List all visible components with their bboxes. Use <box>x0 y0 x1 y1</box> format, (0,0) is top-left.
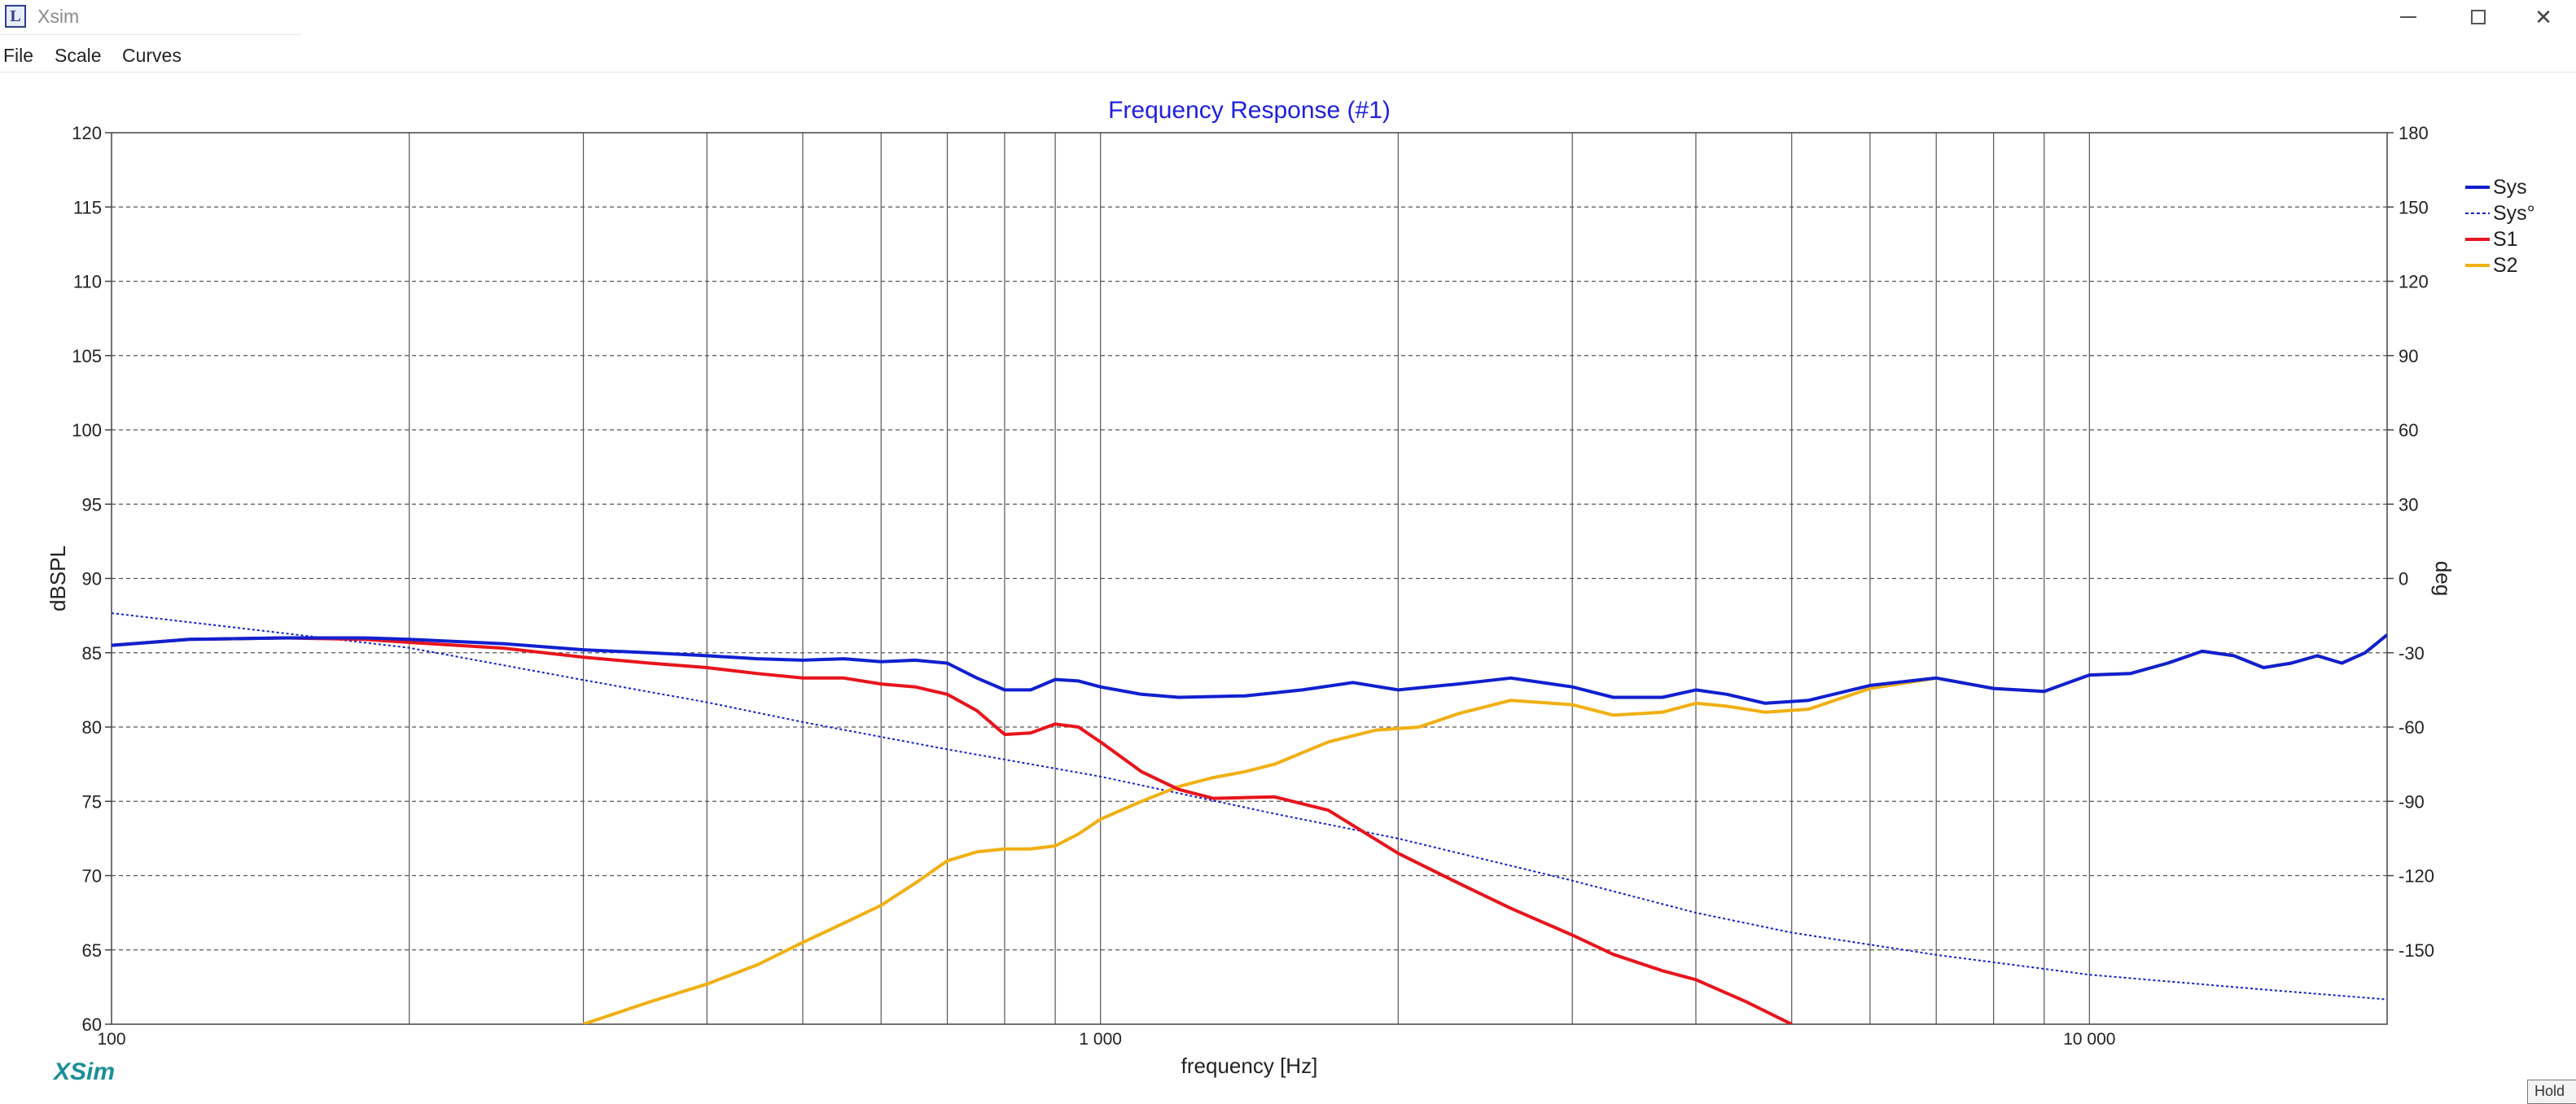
y-tick-label: 65 <box>82 940 102 961</box>
title-bar: L Xsim ✕ <box>0 0 2576 36</box>
minimize-icon <box>2400 16 2416 18</box>
y-tick-label: 80 <box>82 717 102 738</box>
legend-entry: Sys° <box>2493 202 2535 225</box>
xsim-app-icon[interactable]: L <box>5 5 26 28</box>
y-tick-label: 100 <box>72 420 102 440</box>
series-line-sys <box>112 633 2387 705</box>
menu-curves[interactable]: Curves <box>122 45 182 66</box>
y-tick-label: 85 <box>82 643 102 664</box>
menu-scale[interactable]: Scale <box>55 45 102 66</box>
y2-tick-label: -30 <box>2399 643 2425 664</box>
xsim-brand-logo: XSim <box>54 1058 116 1085</box>
legend-entry: S1 <box>2493 228 2518 251</box>
y-tick-label: 95 <box>82 494 102 515</box>
minimize-button[interactable] <box>2371 0 2446 34</box>
y2-tick-label: 0 <box>2399 569 2408 589</box>
y-tick-label: 105 <box>72 346 102 366</box>
y2-axis-label: deg <box>2431 561 2456 596</box>
y-tick-label: 120 <box>72 123 102 143</box>
close-button[interactable]: ✕ <box>2511 0 2576 34</box>
hold-button[interactable]: Hold <box>2527 1080 2576 1104</box>
title-field: L Xsim <box>0 0 301 35</box>
y-tick-label: 60 <box>82 1014 102 1035</box>
x-tick-label: 1 000 <box>1079 1030 1122 1049</box>
maximize-icon <box>2471 10 2486 24</box>
x-tick-label: 100 <box>97 1030 125 1049</box>
menu-bar: File Scale Curves <box>0 42 2576 72</box>
legend-entry: S2 <box>2493 254 2518 277</box>
series-line-sys-phase <box>112 612 2387 1001</box>
y2-tick-label: 60 <box>2399 420 2418 440</box>
y-tick-label: 110 <box>73 272 102 292</box>
y-tick-label: 70 <box>82 866 102 887</box>
window-title: Xsim <box>37 6 80 27</box>
close-icon: ✕ <box>2534 4 2552 29</box>
y2-tick-label: 120 <box>2399 272 2429 292</box>
y2-tick-label: 180 <box>2399 123 2429 143</box>
x-axis-label: frequency [Hz] <box>1181 1054 1318 1078</box>
y2-tick-label: -120 <box>2399 866 2434 887</box>
y-axis-label: dBSPL <box>46 545 70 611</box>
series-line-s2 <box>582 633 2387 1024</box>
y2-tick-label: -150 <box>2399 940 2434 961</box>
y2-tick-label: -90 <box>2399 791 2425 812</box>
frequency-response-chart[interactable]: 60 65 70 75 80 85 90 95 100 105 110 115 120 -150 -120 -… <box>0 81 2576 1096</box>
chart-title: Frequency Response (#1) <box>1108 97 1391 124</box>
y2-tick-label: 90 <box>2399 346 2418 366</box>
y2-tick-label: -60 <box>2399 717 2425 738</box>
y-tick-label: 90 <box>82 569 102 589</box>
legend-entry: Sys <box>2493 176 2527 199</box>
y2-tick-label: 30 <box>2399 494 2418 515</box>
series-line-s1 <box>112 636 1793 1024</box>
y-tick-label: 115 <box>73 197 102 217</box>
x-tick-label: 10 000 <box>2063 1030 2115 1049</box>
maximize-button[interactable] <box>2441 0 2516 34</box>
menu-file[interactable]: File <box>3 45 34 66</box>
y-tick-label: 75 <box>82 791 102 812</box>
y2-tick-label: 150 <box>2399 197 2429 217</box>
